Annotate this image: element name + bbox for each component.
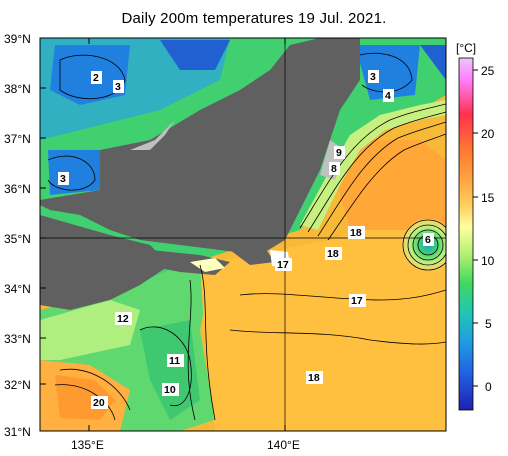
colorbar-scale	[458, 57, 474, 411]
latitude-labels: 39°N 38°N 37°N 36°N 35°N 34°N 33°N 32°N …	[4, 32, 31, 439]
contour-label: 18	[350, 227, 362, 239]
axis-ticks	[40, 37, 286, 431]
colorbar-unit: [°C]	[456, 41, 476, 55]
lat-label: 35°N	[4, 232, 31, 246]
map-title: Daily 200m temperatures 19 Jul. 2021.	[121, 10, 387, 27]
longitude-labels: 135°E 140°E	[71, 438, 300, 452]
contour-label: 3	[370, 71, 376, 83]
contour-lines	[47, 52, 446, 421]
lon-label: 135°E	[71, 438, 104, 452]
lat-label: 33°N	[4, 332, 31, 346]
contour-label: 4	[385, 90, 391, 102]
colorbar-tick: 20	[481, 127, 495, 141]
lat-label: 36°N	[4, 182, 31, 196]
lat-label: 32°N	[4, 378, 31, 392]
contour-label: 11	[169, 355, 180, 367]
lat-label: 38°N	[4, 82, 31, 96]
contour-value-labels: 2 3 3 3 4 9 8 6 18 18 17 17 12 11 10 20 …	[58, 70, 434, 409]
contour-label: 8	[331, 163, 337, 175]
colorbar-tick: 10	[481, 254, 495, 268]
colorbar-tick: 0	[485, 380, 492, 394]
colorbar: [°C] 25 20 15 10 5 0	[456, 41, 495, 411]
lat-label: 31°N	[4, 425, 31, 439]
contour-label: 20	[93, 397, 105, 409]
contour-label: 6	[425, 234, 431, 246]
contour-label: 18	[308, 372, 320, 384]
contour-label: 10	[164, 384, 176, 396]
contour-label: 9	[336, 147, 342, 159]
contour-label: 3	[60, 173, 66, 185]
contour-label: 18	[327, 248, 339, 260]
contour-label: 3	[115, 81, 121, 93]
lon-label: 140°E	[267, 438, 300, 452]
contour-label: 12	[117, 313, 129, 325]
colorbar-tick: 5	[485, 317, 492, 331]
plot-frame	[39, 37, 447, 432]
lat-label: 37°N	[4, 132, 31, 146]
lat-label: 39°N	[4, 32, 31, 46]
colorbar-tick: 15	[481, 191, 495, 205]
contour-label: 17	[351, 295, 363, 307]
contour-label: 2	[93, 72, 99, 84]
lat-label: 34°N	[4, 282, 31, 296]
colorbar-tick: 25	[481, 64, 495, 78]
contour-label: 17	[277, 259, 289, 271]
